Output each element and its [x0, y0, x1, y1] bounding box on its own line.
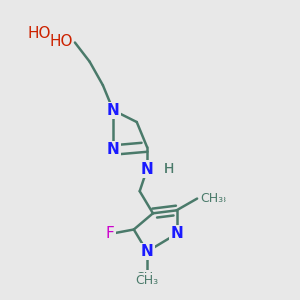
- Text: H: H: [163, 162, 174, 176]
- Text: CH₃: CH₃: [203, 192, 226, 205]
- Text: N: N: [170, 226, 183, 242]
- Text: N: N: [141, 162, 153, 177]
- Text: N: N: [107, 103, 120, 118]
- Text: CH₃: CH₃: [200, 192, 223, 205]
- Text: HO: HO: [28, 26, 51, 41]
- Text: H: H: [163, 162, 174, 176]
- Text: N: N: [107, 142, 120, 158]
- Text: CH₃: CH₃: [136, 271, 159, 284]
- Text: HO: HO: [50, 34, 74, 49]
- Text: CH₃: CH₃: [136, 274, 159, 287]
- Text: N: N: [141, 244, 153, 259]
- Text: F: F: [106, 226, 115, 242]
